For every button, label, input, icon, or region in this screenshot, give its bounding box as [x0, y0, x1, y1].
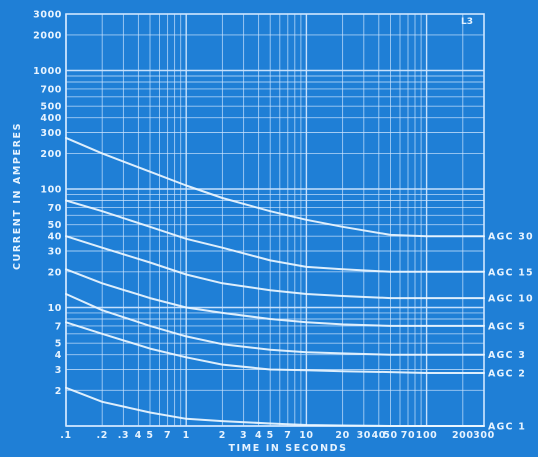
y-tick-label: 10 [48, 303, 62, 314]
y-tick-label: 3000 [33, 10, 62, 21]
series-label: AGC 1 [488, 422, 526, 433]
x-tick-label: 1 [183, 430, 190, 441]
x-tick-label: .2 [96, 430, 107, 441]
series-line [65, 199, 485, 273]
x-axis-title: TIME IN SECONDS [228, 443, 347, 454]
y-tick-label: 400 [40, 113, 62, 124]
y-tick-label: 200 [40, 149, 62, 160]
x-tick-label: 5 [267, 430, 274, 441]
x-tick-label: .1 [60, 430, 71, 441]
x-tick-label: .3 [118, 430, 129, 441]
x-tick-label: 4 [255, 430, 262, 441]
x-tick-label: 50 [383, 430, 397, 441]
y-tick-label: 2000 [33, 30, 62, 41]
series-labels: AGC 30 AGC 15 AGC 10 AGC 5 AGC 3 AGC 2 AGC 1 [488, 232, 534, 433]
series-label: AGC 5 [488, 321, 526, 332]
series-label: AGC 2 [488, 369, 526, 380]
x-tick-label: 3 [240, 430, 247, 441]
x-tick-label: 70 [401, 430, 415, 441]
x-tick-label: 5 [146, 430, 153, 441]
series-line [65, 293, 485, 356]
x-tick-label: 200 [452, 430, 474, 441]
y-tick-label: 70 [48, 203, 62, 214]
plot-frame [65, 13, 485, 427]
x-tick-label: 40 [372, 430, 386, 441]
x-tick-label: 4 [135, 430, 142, 441]
series-line [65, 136, 485, 238]
corner-tag: L3 [461, 17, 473, 27]
y-tick-label: 30 [48, 247, 62, 258]
y-tick-label: 5 [55, 339, 62, 350]
y-tick-label: 20 [48, 267, 62, 278]
y-tick-label: 300 [40, 128, 62, 139]
grid-lines [65, 13, 485, 427]
y-tick-label: 1000 [33, 66, 62, 77]
y-tick-label: 3 [55, 365, 62, 376]
y-tick-label: 50 [48, 220, 62, 231]
x-tick-label: 7 [164, 430, 171, 441]
y-tick-label: 4 [55, 350, 62, 361]
x-tick-label: 7 [284, 430, 291, 441]
series-line [65, 321, 485, 374]
y-tick-label: 500 [40, 102, 62, 113]
y-axis-title: CURRENT IN AMPERES [12, 122, 23, 270]
series-label: AGC 10 [488, 294, 534, 305]
x-tick-label: 2 [219, 430, 226, 441]
x-tick-label: 300 [473, 430, 495, 441]
series-curves [65, 136, 485, 427]
y-tick-label: 7 [55, 321, 62, 332]
x-tick-label: 10 [299, 430, 313, 441]
x-tick-label: 20 [335, 430, 349, 441]
series-label: AGC 15 [488, 267, 534, 278]
x-tick-label: 30 [357, 430, 371, 441]
y-tick-label: 2 [55, 386, 62, 397]
y-tick-label: 100 [40, 185, 62, 196]
x-tick-label: 100 [416, 430, 438, 441]
y-tick-label: 700 [40, 84, 62, 95]
series-line [65, 268, 485, 327]
series-label: AGC 3 [488, 350, 526, 361]
series-line [65, 386, 485, 427]
series-label: AGC 30 [488, 232, 534, 243]
y-tick-label: 40 [48, 232, 62, 243]
series-line [65, 235, 485, 300]
